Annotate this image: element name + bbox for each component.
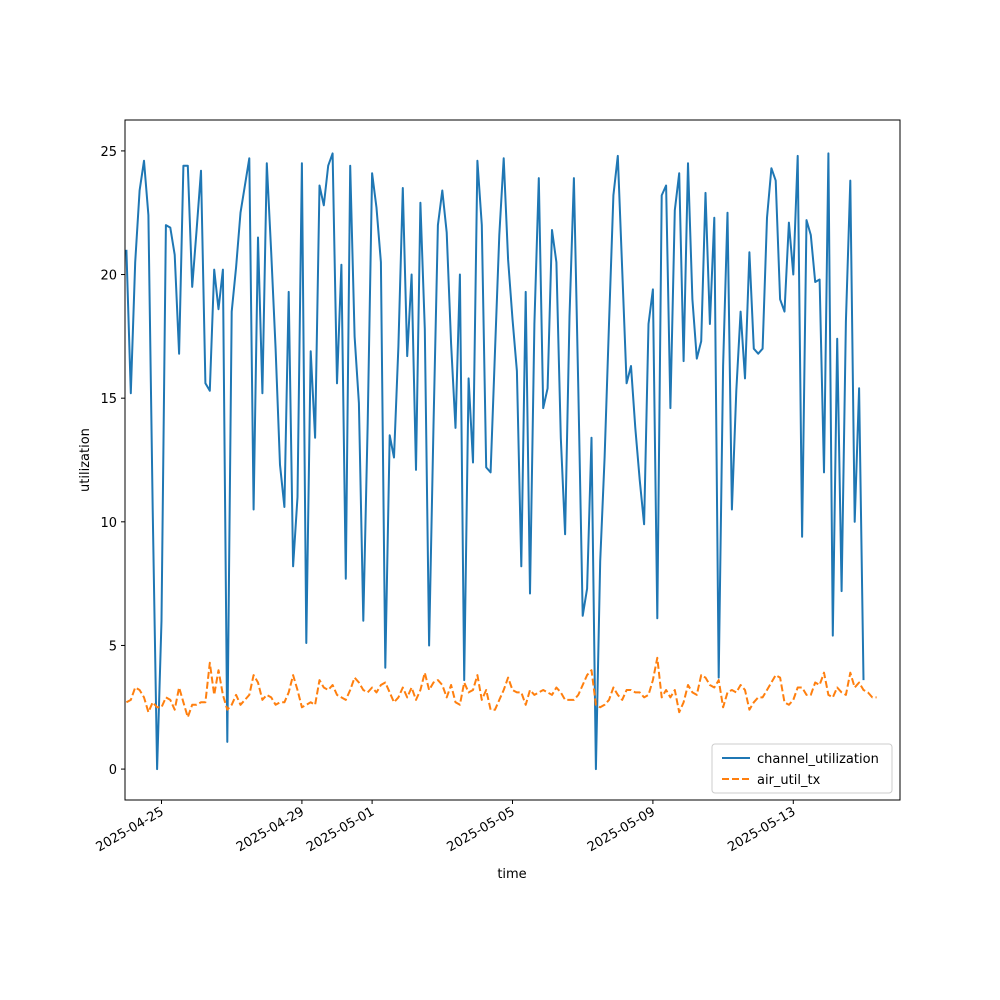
y-tick-label: 20 (100, 269, 117, 284)
x-axis-label: time (497, 867, 526, 882)
series-line-channel-utilization (125, 152, 865, 771)
y-tick-label: 15 (100, 392, 117, 407)
legend-label-channel-utilization: channel_utilization (757, 752, 879, 767)
y-tick-label: 0 (109, 763, 117, 778)
legend-box (711, 743, 893, 794)
legend: channel_utilization air_util_tx (711, 743, 893, 794)
y-axis-ticks: 0 5 10 15 20 25 (100, 145, 125, 778)
series-layer (125, 152, 877, 771)
legend-label-air-util-tx: air_util_tx (757, 773, 821, 788)
y-axis-label: utilization (78, 428, 93, 492)
y-tick-label: 10 (100, 516, 117, 531)
series-line-air-util-tx (125, 656, 877, 719)
y-tick-label: 25 (100, 145, 117, 160)
y-tick-label: 5 (109, 639, 117, 654)
